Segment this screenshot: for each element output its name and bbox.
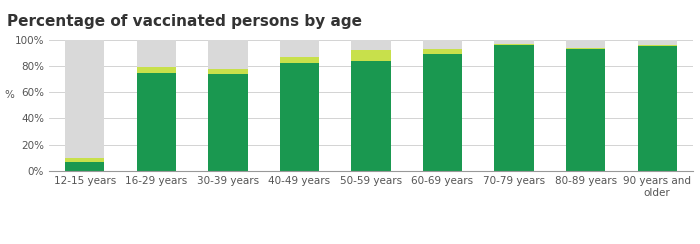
Bar <box>351 61 391 171</box>
Bar <box>280 40 319 57</box>
Bar <box>351 40 391 50</box>
Bar <box>65 40 104 158</box>
Bar <box>280 63 319 171</box>
Bar <box>136 67 176 72</box>
Bar <box>208 69 248 74</box>
Bar <box>65 158 104 162</box>
Bar <box>136 72 176 171</box>
Bar <box>638 46 677 171</box>
Bar <box>566 40 606 48</box>
Bar <box>566 48 606 49</box>
Bar <box>208 40 248 69</box>
Bar <box>494 40 534 44</box>
Y-axis label: %: % <box>4 90 14 100</box>
Bar <box>423 54 462 171</box>
Bar <box>638 45 677 46</box>
Bar <box>494 45 534 171</box>
Bar <box>351 50 391 61</box>
Bar <box>65 162 104 171</box>
Bar <box>208 74 248 171</box>
Bar <box>494 44 534 45</box>
Bar <box>280 57 319 63</box>
Bar <box>423 49 462 54</box>
Bar <box>566 49 606 171</box>
Bar <box>638 40 677 45</box>
Bar <box>423 40 462 49</box>
Text: Percentage of vaccinated persons by age: Percentage of vaccinated persons by age <box>7 14 362 29</box>
Bar <box>136 40 176 67</box>
